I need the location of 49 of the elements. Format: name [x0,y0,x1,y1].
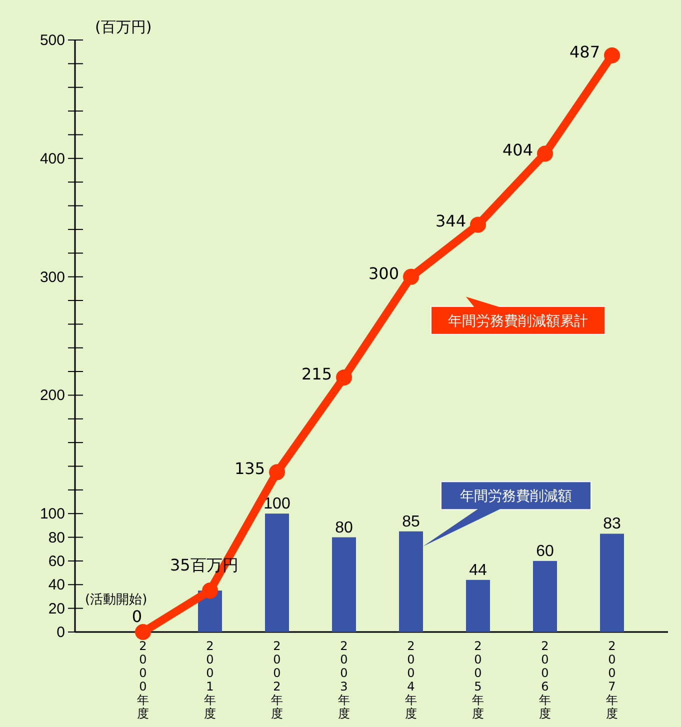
point [403,268,419,285]
data-label: 0 [132,607,142,626]
bar [332,537,356,632]
point [336,369,352,386]
y-tick-label: 200 [40,387,65,404]
x-tick-label: 2004年度 [405,639,417,720]
text: 年間労務費削減額 [460,488,572,505]
data-label: 83 [603,516,621,533]
bar [533,560,557,632]
y-tick-label: 0 [56,624,65,641]
y-tick-label: 60 [48,552,65,570]
y-tick-label: 100 [40,506,65,523]
data-label: 44 [469,562,487,579]
point [604,47,620,64]
y-axis-title: (百万円) [95,18,152,36]
x-tick-label: 2000年度 [137,639,149,720]
data-label: 100 [264,496,290,513]
data-label: 135 [234,459,265,478]
point [269,464,285,480]
data-label: 80 [335,519,353,536]
data-label: 60 [536,542,554,560]
x-tick-label: 2002年度 [271,639,283,720]
point [537,146,553,162]
data-label: 404 [502,140,533,160]
point [202,582,218,599]
x-tick-label: 2001年度 [204,639,216,720]
y-tick-label: 500 [40,32,65,49]
x-tick-label: 2005年度 [472,639,484,720]
legend-label: 年間労務費削減額累計 [448,313,588,330]
y-tick-label: 400 [40,150,65,168]
data-label: 344 [435,212,466,231]
y-tick-label: 20 [48,600,65,618]
x-tick-label: 2003年度 [338,639,350,720]
x-tick-label: 2006年度 [539,639,551,720]
data-label: 300 [368,264,399,283]
x-tick-label: 2007年度 [606,639,618,720]
point [135,624,151,640]
bar [600,534,624,632]
y-tick-label: 80 [48,529,65,546]
y-tick-label: 300 [40,268,65,286]
y-tick-label: 40 [48,576,65,594]
data-label: 487 [569,42,600,62]
point [470,216,486,233]
bar [399,531,423,632]
data-label: 85 [402,513,420,530]
bar [265,514,289,632]
bar [466,580,490,632]
annotation: (活動開始) [85,592,148,608]
data-label: 215 [301,364,332,384]
